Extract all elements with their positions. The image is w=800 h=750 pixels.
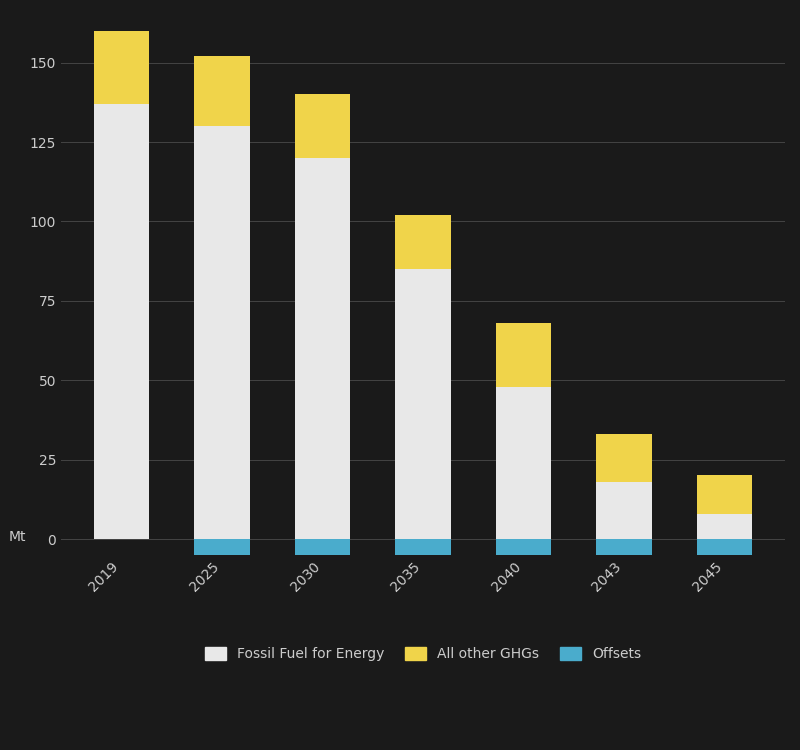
Bar <box>697 539 752 586</box>
Y-axis label: Mt: Mt <box>9 530 26 544</box>
Bar <box>295 94 350 158</box>
Bar <box>496 539 551 571</box>
Bar <box>194 539 250 555</box>
Bar <box>496 323 551 386</box>
Bar <box>395 539 450 565</box>
Bar <box>94 104 149 539</box>
Bar <box>596 482 651 539</box>
Bar <box>596 539 651 578</box>
Bar <box>697 514 752 539</box>
Bar <box>94 31 149 104</box>
Bar <box>295 158 350 539</box>
Bar <box>194 56 250 126</box>
Bar <box>194 126 250 539</box>
Bar <box>596 434 651 482</box>
Bar <box>697 476 752 514</box>
Bar <box>496 386 551 539</box>
Bar <box>395 269 450 539</box>
Legend: Fossil Fuel for Energy, All other GHGs, Offsets: Fossil Fuel for Energy, All other GHGs, … <box>199 641 646 667</box>
Bar <box>295 539 350 555</box>
Bar <box>395 215 450 269</box>
